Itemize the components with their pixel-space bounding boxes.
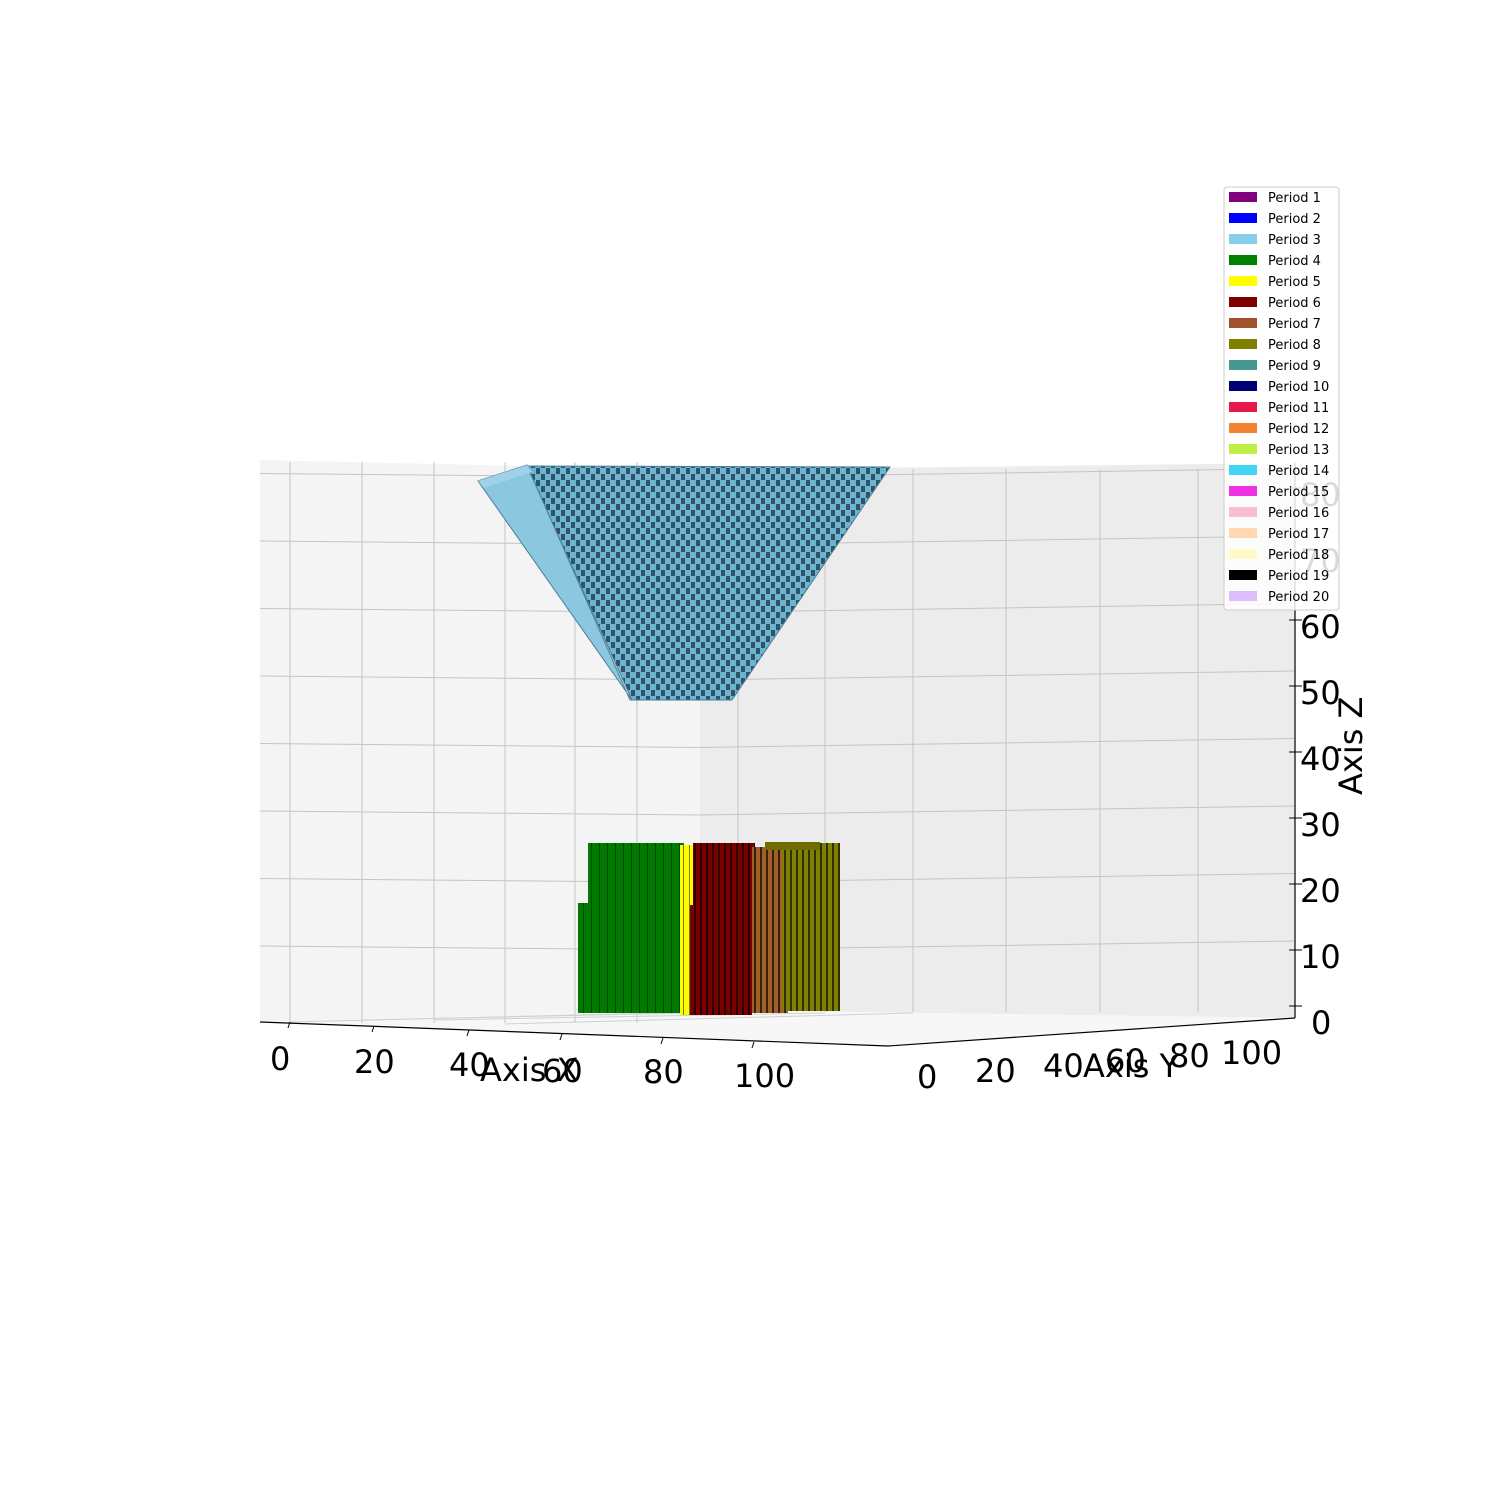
legend-label: Period 8 [1268,338,1321,353]
z-tick-label: 60 [1300,608,1341,646]
grid-line-left [259,743,701,748]
frustum-front-face [526,465,891,701]
legend-swatch [1229,570,1257,580]
x-tick-label: 40 [449,1046,490,1084]
legend-label: Period 4 [1268,254,1321,269]
legend-label: Period 3 [1268,233,1321,248]
legend-label: Period 12 [1268,422,1329,437]
z-axis-label: Axis Z [1332,697,1370,795]
legend-label: Period 11 [1268,401,1329,416]
legend-swatch [1229,360,1257,370]
y-tick-label: 40 [1043,1047,1084,1085]
legend-label: Period 7 [1268,317,1321,332]
x-axis-line [259,1021,889,1047]
legend-swatch [1229,192,1257,202]
legend-swatch [1229,381,1257,391]
legend-label: Period 5 [1268,275,1321,290]
x-axis-label: Axis X [480,1051,578,1089]
legend-swatch [1229,402,1257,412]
floor-grid-line [433,1012,826,1021]
legend-label: Period 1 [1268,191,1321,206]
x-tick-mark [466,1029,470,1037]
legend-label: Period 9 [1268,359,1321,374]
lower-blocks [578,842,840,1015]
period-4-block-back [588,843,684,905]
period-4-block [578,903,682,1013]
legend-swatch [1229,486,1257,496]
y-axis-label: Axis Y [1083,1047,1180,1085]
x-tick-mark [751,1041,755,1049]
legend-swatch [1229,255,1257,265]
x-tick-mark [287,1021,291,1029]
legend-label: Period 10 [1268,380,1329,395]
y-tick-label: 0 [917,1058,937,1096]
x-tick-label: 100 [734,1057,795,1095]
legend-box [1223,186,1340,611]
floor-pane [260,1010,1295,1046]
legend-swatch [1229,444,1257,454]
floor-grid-line [504,1012,914,1025]
legend-label: Period 18 [1268,548,1329,563]
z-tick-label: 40 [1300,740,1341,778]
legend-swatch [1229,339,1257,349]
z-tick-label: 20 [1300,872,1341,910]
x-tick-label: 20 [354,1043,395,1081]
y-tick-label: 60 [1105,1042,1146,1080]
z-tick-label: 50 [1300,674,1341,712]
legend-label: Period 20 [1268,590,1329,605]
y-tick-label: 80 [1169,1037,1210,1075]
x-tick-mark [371,1025,375,1033]
x-tick-mark [559,1033,563,1041]
legend-swatch [1229,528,1257,538]
legend-swatch [1229,465,1257,475]
period-6-block-back [693,843,755,908]
x-tick-label: 60 [542,1052,583,1090]
legend-swatch [1229,549,1257,559]
legend-swatch [1229,297,1257,307]
period-5-block [680,845,693,1015]
legend-label: Period 2 [1268,212,1321,227]
grid-line-right [699,603,1296,613]
grid-line-right [699,670,1296,681]
grid-line-right [699,805,1296,816]
y-tick-label: 20 [975,1052,1016,1090]
z-tick-label: 0 [1311,1004,1331,1042]
period-3-frustum [477,464,891,701]
floor-grid-line [361,1011,739,1021]
z-tick-label: 10 [1300,938,1341,976]
legend-label: Period 19 [1268,569,1329,584]
legend-label: Period 14 [1268,464,1329,479]
legend-label: Period 15 [1268,485,1329,500]
legend-swatch [1229,234,1257,244]
legend[interactable]: Period 1 Period 2 Period 3 Period 4 Period 5… [1223,186,1340,611]
legend-swatch [1229,276,1257,286]
period-8-block [782,843,840,1011]
legend-swatch [1229,213,1257,223]
legend-swatch [1229,591,1257,601]
x-tick-mark [660,1037,664,1045]
frustum-left-edge [478,465,532,488]
period-6-block [690,905,752,1015]
legend-swatch [1229,318,1257,328]
grid-line-right [699,738,1296,748]
legend-swatch [1229,423,1257,433]
legend-swatch [1229,507,1257,517]
grid-line-left [259,810,701,816]
legend-label: Period 6 [1268,296,1321,311]
legend-label: Period 17 [1268,527,1329,542]
period-8-block-top [765,842,820,850]
z-tick-label: 30 [1300,806,1341,844]
y-axis-line [887,1017,1296,1047]
x-tick-label: 80 [643,1053,684,1091]
x-tick-label: 0 [270,1040,290,1078]
legend-label: Period 16 [1268,506,1329,521]
y-tick-label: 100 [1221,1034,1282,1072]
back-right-pane [700,463,1295,1018]
legend-label: Period 13 [1268,443,1329,458]
